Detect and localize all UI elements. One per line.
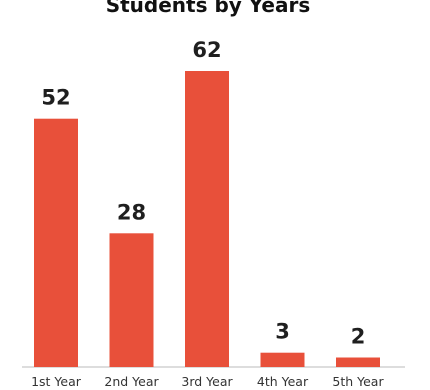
x-tick-label: 1st Year xyxy=(31,374,82,389)
data-label: 3 xyxy=(275,320,290,344)
x-tick-label: 5th Year xyxy=(332,374,384,389)
bar-1st-year xyxy=(34,118,78,367)
bar-4th-year xyxy=(260,352,305,367)
bar-2nd-year xyxy=(109,233,154,367)
bar-5th-year xyxy=(336,357,380,367)
chart-title: Students by Years xyxy=(106,0,311,17)
x-tick-label: 3rd Year xyxy=(181,374,233,389)
data-label: 2 xyxy=(351,325,366,349)
bars-group xyxy=(34,71,380,367)
data-label: 62 xyxy=(192,38,221,62)
x-tick-label: 4th Year xyxy=(257,374,309,389)
x-tick-labels-group: 1st Year 2nd Year 3rd Year 4th Year 5th Year xyxy=(31,374,384,389)
data-label: 28 xyxy=(117,200,146,224)
x-tick-label: 2nd Year xyxy=(104,374,159,389)
data-labels-group: 52 28 62 3 2 xyxy=(41,38,365,349)
data-label: 52 xyxy=(41,86,70,110)
bar-3rd-year xyxy=(185,71,229,367)
